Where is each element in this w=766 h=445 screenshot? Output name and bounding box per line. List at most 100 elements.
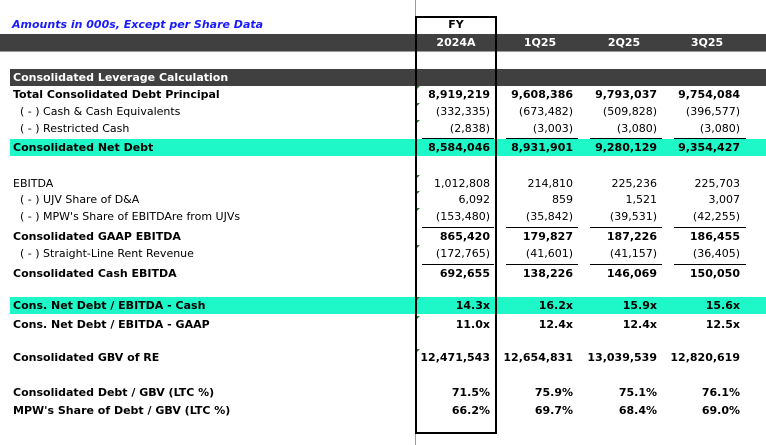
- cell-value: (396,577): [685, 105, 740, 118]
- comment-marker-icon: [415, 191, 420, 196]
- table-row: Cons. Net Debt / EBITDA - GAAP 11.0x 12.4x…: [10, 316, 766, 333]
- cell-value: 9,608,386: [511, 88, 573, 101]
- subtotal-underline: [674, 227, 746, 228]
- cell-value: (35,842): [525, 210, 573, 223]
- table-row: Cons. Net Debt / EBITDA - Cash 14.3x 16.2x…: [10, 297, 766, 314]
- cell-value: 15.6x: [705, 299, 740, 312]
- subtotal-underline: [674, 138, 746, 139]
- cell-value: 68.4%: [618, 404, 657, 417]
- cell-value: 75.1%: [618, 386, 657, 399]
- subtotal-underline: [674, 264, 746, 265]
- row-label: ( - ) Straight-Line Rent Revenue: [20, 247, 194, 260]
- row-label: Consolidated Debt / GBV (LTC %): [13, 386, 215, 399]
- table-row: Consolidated GBV of RE 12,471,543 12,654,8…: [10, 349, 766, 366]
- fy-column-box: [415, 16, 497, 434]
- table-row: MPW's Share of Debt / GBV (LTC %) 66.2% 69…: [10, 402, 766, 419]
- fy-label: FY: [448, 18, 464, 31]
- cell-value: 12,820,619: [670, 351, 740, 364]
- table-row: Consolidated Cash EBITDA 692,655 138,226 14…: [10, 265, 766, 282]
- row-label: Total Consolidated Debt Principal: [13, 88, 220, 101]
- cell-value: (41,601): [525, 247, 573, 260]
- cell-value: 69.0%: [701, 404, 740, 417]
- comment-marker-icon: [415, 349, 420, 354]
- subtotal-underline: [422, 264, 494, 265]
- table-row: ( - ) Restricted Cash (2,838) (3,003) (3,08…: [10, 120, 766, 137]
- cell-value: 179,827: [522, 230, 573, 243]
- row-label: Consolidated GBV of RE: [13, 351, 160, 364]
- cell-value: (332,335): [435, 105, 490, 118]
- cell-value: 11.0x: [455, 318, 490, 331]
- cell-value: 13,039,539: [587, 351, 657, 364]
- row-label: Consolidated GAAP EBITDA: [13, 230, 181, 243]
- cell-value: 12,471,543: [420, 351, 490, 364]
- cell-value: (3,080): [616, 122, 657, 135]
- cell-value: 8,919,219: [428, 88, 490, 101]
- row-label: Consolidated Net Debt: [13, 141, 154, 154]
- col-3q25: 3Q25: [690, 36, 724, 49]
- cell-value: 186,455: [689, 230, 740, 243]
- subtotal-underline: [506, 264, 578, 265]
- cell-value: (39,531): [609, 210, 657, 223]
- cell-value: 187,226: [606, 230, 657, 243]
- col-1q25: 1Q25: [523, 36, 557, 49]
- cell-value: (3,080): [699, 122, 740, 135]
- cell-value: 859: [552, 193, 573, 206]
- subtotal-underline: [506, 227, 578, 228]
- cell-value: 9,280,129: [595, 141, 657, 154]
- table-row: Total Consolidated Debt Principal 8,919,2…: [10, 86, 766, 103]
- comment-marker-icon: [415, 120, 420, 125]
- col-2q25: 2Q25: [607, 36, 641, 49]
- cell-value: 146,069: [606, 267, 657, 280]
- cell-value: 71.5%: [451, 386, 490, 399]
- comment-marker-icon: [415, 175, 420, 180]
- cell-value: 3,007: [708, 193, 741, 206]
- cell-value: (3,003): [532, 122, 573, 135]
- row-label: EBITDA: [13, 177, 54, 190]
- cell-value: 16.2x: [538, 299, 573, 312]
- comment-marker-icon: [415, 86, 420, 91]
- cell-value: 1,012,808: [434, 177, 490, 190]
- cell-value: 76.1%: [701, 386, 740, 399]
- cell-value: 225,236: [611, 177, 658, 190]
- cell-value: 138,226: [522, 267, 573, 280]
- row-label: Consolidated Cash EBITDA: [13, 267, 177, 280]
- cell-value: 12.4x: [622, 318, 657, 331]
- cell-value: (153,480): [435, 210, 490, 223]
- cell-value: 69.7%: [534, 404, 573, 417]
- cell-value: 225,703: [694, 177, 741, 190]
- cell-value: 214,810: [527, 177, 574, 190]
- cell-value: 15.9x: [622, 299, 657, 312]
- cell-value: 12.5x: [705, 318, 740, 331]
- section-title: Consolidated Leverage Calculation: [13, 71, 229, 84]
- subtotal-underline: [422, 227, 494, 228]
- row-label: Cons. Net Debt / EBITDA - GAAP: [13, 318, 210, 331]
- cell-value: 12.4x: [538, 318, 573, 331]
- table-row: Consolidated Debt / GBV (LTC %) 71.5% 75.9…: [10, 384, 766, 401]
- cell-value: (2,838): [449, 122, 490, 135]
- cell-value: 9,793,037: [595, 88, 657, 101]
- row-label: Cons. Net Debt / EBITDA - Cash: [13, 299, 206, 312]
- comment-marker-icon: [415, 245, 420, 250]
- cell-value: (673,482): [518, 105, 573, 118]
- cell-value: 75.9%: [534, 386, 573, 399]
- comment-marker-icon: [415, 103, 420, 108]
- cell-value: 14.3x: [455, 299, 490, 312]
- column-header-band: 2024A 1Q25 2Q25 3Q25: [0, 34, 766, 51]
- subtotal-underline: [590, 227, 662, 228]
- cell-value: 6,092: [458, 193, 491, 206]
- cell-value: (42,255): [692, 210, 740, 223]
- units-note: Amounts in 000s, Except per Share Data: [12, 18, 264, 31]
- cell-value: 8,931,901: [511, 141, 573, 154]
- row-label: ( - ) UJV Share of D&A: [20, 193, 140, 206]
- cell-value: 12,654,831: [503, 351, 573, 364]
- comment-marker-icon: [415, 297, 420, 302]
- table-row: EBITDA 1,012,808 214,810 225,236 225,703: [10, 175, 766, 192]
- table-row: ( - ) Cash & Cash Equivalents (332,335) (6…: [10, 103, 766, 120]
- row-label: MPW's Share of Debt / GBV (LTC %): [13, 404, 231, 417]
- row-label: ( - ) Cash & Cash Equivalents: [20, 105, 181, 118]
- cell-value: (509,828): [602, 105, 657, 118]
- subtotal-underline: [506, 138, 578, 139]
- subtotal-underline: [590, 138, 662, 139]
- subtotal-underline: [422, 138, 494, 139]
- cell-value: 66.2%: [451, 404, 490, 417]
